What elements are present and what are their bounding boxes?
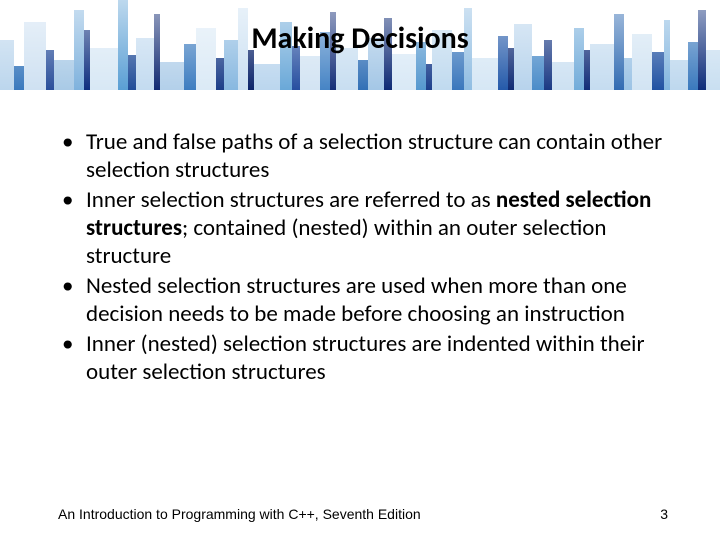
bullet-item: Nested selection structures are used whe…	[58, 272, 668, 328]
slide-footer: An Introduction to Programming with C++,…	[58, 506, 668, 522]
bullet-item: Inner selection structures are referred …	[58, 186, 668, 270]
slide-title: Making Decisions	[0, 20, 720, 57]
bullet-item: True and false paths of a selection stru…	[58, 128, 668, 184]
footer-text: An Introduction to Programming with C++,…	[58, 506, 421, 522]
bullet-list: True and false paths of a selection stru…	[58, 128, 668, 386]
bullet-item: Inner (nested) selection structures are …	[58, 330, 668, 386]
slide-body: True and false paths of a selection stru…	[58, 128, 668, 388]
page-number: 3	[660, 506, 668, 522]
